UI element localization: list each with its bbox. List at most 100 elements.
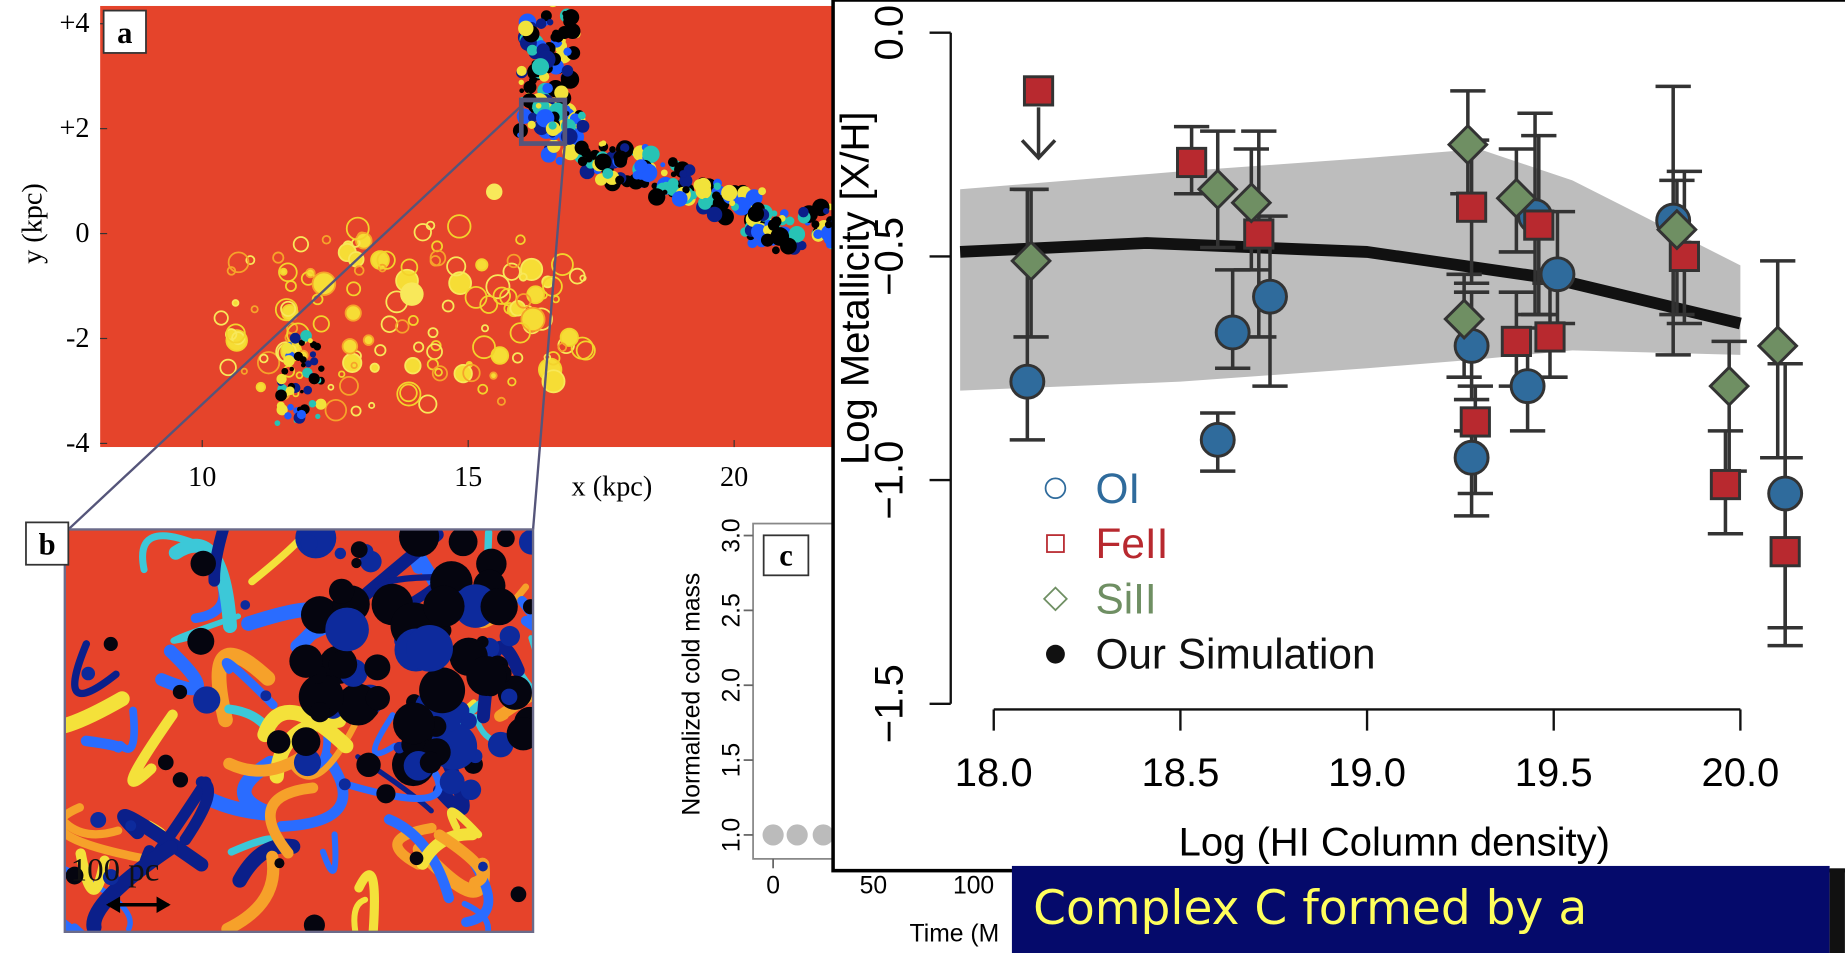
cold-clump xyxy=(542,82,553,94)
gas-filament xyxy=(354,870,379,932)
cold-clump xyxy=(419,751,442,774)
cold-clump xyxy=(289,644,323,678)
gas-swirl xyxy=(475,258,489,272)
gas-filament xyxy=(257,705,354,754)
panel-frame xyxy=(63,528,535,933)
gas-filament xyxy=(179,776,215,846)
cold-clump xyxy=(540,10,552,22)
cold-clump xyxy=(334,547,347,560)
cold-clump xyxy=(90,812,107,828)
gas-swirl xyxy=(413,341,425,353)
y-axis-label: Log Metallicity [X/H] xyxy=(833,112,877,465)
marker xyxy=(762,824,784,846)
cold-clump xyxy=(522,599,534,615)
cold-clump xyxy=(399,529,440,557)
cold-clump xyxy=(518,20,534,37)
cold-clump xyxy=(193,686,221,714)
marker xyxy=(1756,324,1799,367)
marker xyxy=(1459,406,1491,438)
gas-filament xyxy=(392,822,437,870)
legend-label: SiII xyxy=(1095,575,1156,622)
cold-clump xyxy=(506,717,534,751)
cold-clump xyxy=(406,624,454,672)
marker xyxy=(1495,177,1538,220)
cold-clump xyxy=(745,189,763,207)
gas-swirl xyxy=(507,377,517,387)
panel-label-box xyxy=(102,9,147,54)
gas-swirl xyxy=(311,293,324,306)
cold-clump xyxy=(289,332,301,344)
gas-swirl xyxy=(259,353,269,364)
cold-clump xyxy=(487,731,514,758)
cold-clump xyxy=(535,18,547,29)
cold-clump xyxy=(747,238,758,249)
cold-clump xyxy=(240,600,251,610)
cold-clump xyxy=(125,820,137,832)
cold-clump xyxy=(721,184,738,202)
cold-clump xyxy=(772,246,780,255)
marker xyxy=(1443,298,1486,340)
gas-filament xyxy=(75,848,110,895)
gas-swirl xyxy=(312,315,330,333)
gas-swirl xyxy=(526,285,545,305)
marker xyxy=(1446,123,1489,166)
cold-clump xyxy=(750,223,767,240)
gas-swirl xyxy=(400,258,419,277)
gas-swirl xyxy=(506,253,522,269)
cold-clump xyxy=(767,219,780,231)
cold-clump xyxy=(713,182,722,190)
gas-swirl xyxy=(515,234,526,245)
x-axis-label: Time (M xyxy=(910,921,1000,948)
cold-clump xyxy=(518,79,524,86)
marker xyxy=(1252,278,1288,315)
cold-clump xyxy=(820,224,834,243)
cold-clump xyxy=(706,206,723,223)
gas-swirl xyxy=(231,299,240,307)
panel-label: a xyxy=(117,16,132,50)
gas-swirl xyxy=(225,323,246,344)
marker xyxy=(812,824,834,846)
cold-clump xyxy=(102,869,119,886)
cold-clump xyxy=(103,636,118,652)
gas-swirl xyxy=(240,367,248,375)
cold-clump xyxy=(551,29,561,38)
cold-clump xyxy=(615,175,625,185)
gas-filament xyxy=(170,613,242,644)
panel-label-box xyxy=(25,521,70,566)
panel-label-box xyxy=(762,534,810,577)
cold-clump xyxy=(365,686,390,711)
gas-swirl xyxy=(272,251,285,264)
cold-clump xyxy=(531,58,550,76)
cold-clump xyxy=(516,65,527,77)
cold-clump xyxy=(574,140,589,155)
cold-clump xyxy=(682,186,690,194)
marker xyxy=(786,824,808,846)
zoom-box xyxy=(518,97,568,146)
x-tick-label: 18.0 xyxy=(955,751,1033,795)
cold-clump xyxy=(577,156,588,167)
gas-swirl xyxy=(376,250,396,270)
cold-clump xyxy=(634,159,648,173)
cold-clump xyxy=(276,401,285,410)
cold-clump xyxy=(289,366,295,372)
marker xyxy=(1044,477,1067,500)
y-tick-label: 0 xyxy=(75,218,89,249)
gas-swirl xyxy=(350,361,358,370)
gas-swirl xyxy=(257,351,281,375)
cold-clump xyxy=(276,373,287,385)
x-tick-label: 10 xyxy=(188,462,216,493)
cold-clump xyxy=(376,784,396,804)
marker xyxy=(1767,475,1804,512)
cold-clump xyxy=(300,534,318,552)
cold-clump xyxy=(296,409,307,420)
cold-clump xyxy=(364,654,391,681)
x-axis-label: Log (HI Column density) xyxy=(1179,820,1610,864)
marker xyxy=(1534,321,1566,353)
cold-clump xyxy=(535,102,542,109)
legend-label: Our Simulation xyxy=(1095,631,1375,678)
gas-swirl xyxy=(418,394,438,414)
gas-filament xyxy=(86,840,178,932)
marker xyxy=(1708,365,1751,408)
